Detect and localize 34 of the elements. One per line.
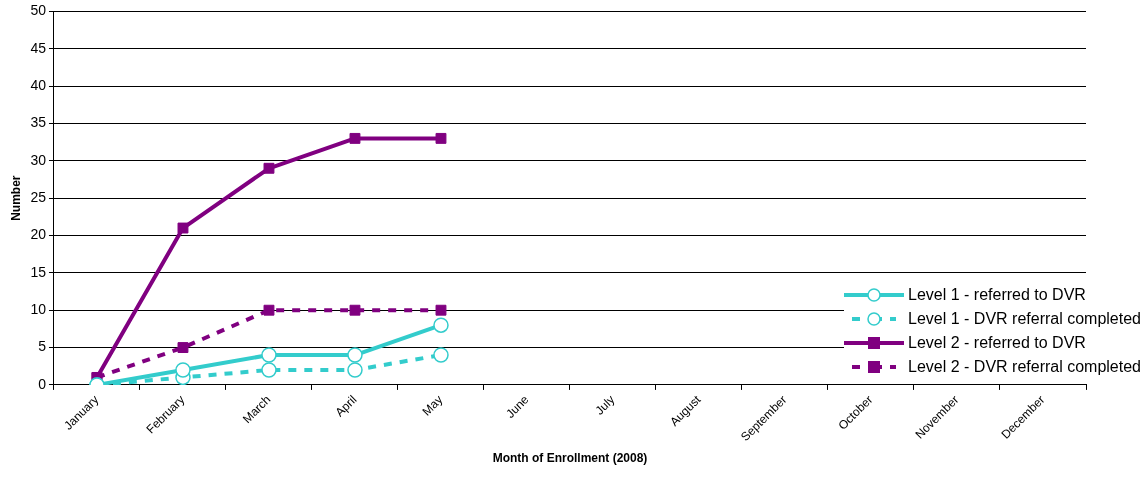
legend-label: Level 2 - DVR referral completed bbox=[908, 357, 1141, 376]
y-tick-label: 45 bbox=[30, 39, 47, 56]
y-axis-title: Number bbox=[8, 175, 23, 221]
point bbox=[435, 304, 447, 316]
point bbox=[435, 132, 447, 144]
legend-label: Level 1 - DVR referral completed bbox=[908, 309, 1141, 328]
point bbox=[261, 362, 277, 378]
y-tick-label: 15 bbox=[30, 263, 47, 280]
point bbox=[349, 304, 361, 316]
point bbox=[263, 162, 275, 174]
point bbox=[177, 222, 189, 234]
point bbox=[349, 132, 361, 144]
x-tick-label: July bbox=[592, 392, 618, 418]
x-tick-label: May bbox=[419, 392, 446, 419]
y-tick-label: 5 bbox=[38, 338, 47, 355]
point bbox=[433, 317, 449, 333]
point bbox=[263, 304, 275, 316]
y-tick-label: 10 bbox=[30, 301, 47, 318]
point bbox=[347, 347, 363, 363]
point bbox=[433, 347, 449, 363]
point bbox=[177, 342, 189, 354]
legend-label: Level 1 - referred to DVR bbox=[908, 285, 1086, 304]
point bbox=[175, 362, 191, 378]
x-axis-title: Month of Enrollment (2008) bbox=[492, 451, 648, 466]
y-tick-label: 30 bbox=[30, 151, 47, 168]
y-tick-label: 25 bbox=[30, 189, 47, 206]
y-tick-label: 35 bbox=[30, 114, 47, 131]
point bbox=[261, 347, 277, 363]
point bbox=[347, 362, 363, 378]
y-tick-label: 50 bbox=[30, 2, 47, 19]
y-tick-label: 40 bbox=[30, 76, 47, 93]
legend-label: Level 2 - referred to DVR bbox=[908, 333, 1086, 352]
y-tick-label: 20 bbox=[30, 226, 47, 243]
y-tick-label: 0 bbox=[38, 375, 47, 392]
